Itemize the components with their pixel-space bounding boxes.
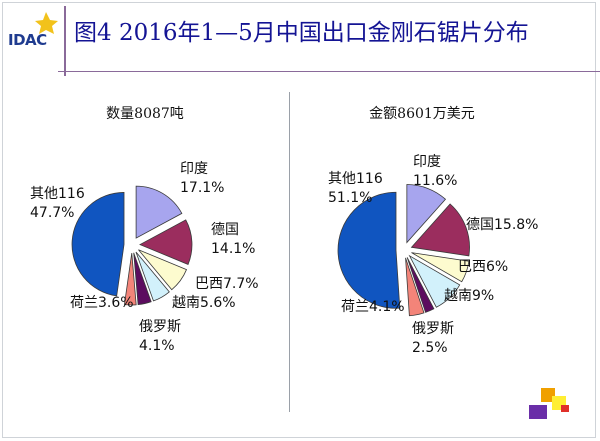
- slide-border: [2, 2, 596, 438]
- label-brazil-quantity: 巴西7.7%: [195, 276, 259, 292]
- pie-slice-brazil-amount: [411, 252, 470, 283]
- label-vietnam-amount: 越南9%: [444, 288, 495, 304]
- label-other-quantity: 其他116 47.7%: [30, 186, 85, 221]
- pie-slice-russia-quantity: [133, 252, 152, 306]
- pie-slice-other-amount: [337, 191, 401, 309]
- pie-amount: [337, 184, 470, 317]
- title-underline: [58, 71, 600, 72]
- pie-quantity: [71, 185, 193, 306]
- title-vertical-line: [64, 6, 66, 76]
- pie-slice-russia-amount: [406, 257, 435, 313]
- label-india-amount: 印度 11.6%: [413, 154, 458, 189]
- label-vietnam-quantity: 越南5.6%: [172, 295, 236, 311]
- chart-title-quantity: 数量8087吨: [106, 106, 184, 122]
- pie-slice-germany-quantity: [139, 219, 193, 265]
- label-russia-quantity: 俄罗斯 4.1%: [139, 319, 181, 354]
- pie-slice-netherlands-quantity: [123, 252, 137, 306]
- label-germany-amount: 德国15.8%: [466, 217, 539, 233]
- label-india-quantity: 印度 17.1%: [180, 161, 225, 196]
- logo-text: IDAC: [8, 31, 47, 49]
- deco-square-purple: [529, 405, 547, 419]
- label-brazil-amount: 巴西6%: [458, 259, 509, 275]
- panel-divider: [289, 92, 290, 412]
- chart-title-amount: 金额8601万美元: [369, 106, 475, 122]
- deco-square-orange: [541, 388, 555, 402]
- deco-square-red: [561, 405, 569, 412]
- label-netherlands-quantity: 荷兰3.6%: [70, 295, 134, 311]
- label-germany-quantity: 德国 14.1%: [211, 222, 256, 257]
- pie-slice-vietnam-quantity: [135, 251, 170, 302]
- label-other-amount: 其他116 51.1%: [328, 171, 383, 206]
- pie-slice-netherlands-amount: [405, 257, 425, 317]
- star-icon: [35, 12, 58, 34]
- pie-slice-other-quantity: [71, 192, 125, 297]
- slide-title: 图4 2016年1—5月中国出口金刚石锯片分布: [74, 20, 529, 46]
- pie-slice-vietnam-amount: [408, 254, 461, 308]
- pie-slice-brazil-quantity: [138, 249, 188, 291]
- idac-logo: [12, 12, 58, 46]
- label-netherlands-amount: 荷兰4.1%: [341, 299, 405, 315]
- label-russia-amount: 俄罗斯 2.5%: [412, 321, 454, 356]
- pie-slice-india-quantity: [135, 185, 183, 239]
- pie-slice-india-amount: [406, 184, 447, 244]
- pie-slice-germany-amount: [410, 203, 470, 257]
